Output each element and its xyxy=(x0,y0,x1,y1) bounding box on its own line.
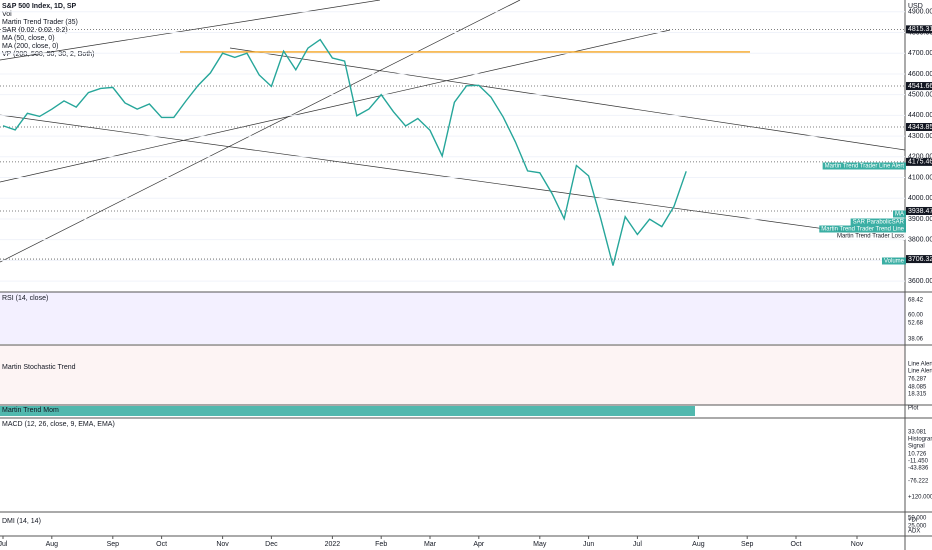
y-tick-label: 3900.000 xyxy=(908,216,932,223)
tag-background xyxy=(822,162,906,170)
panel-label: +DI xyxy=(908,518,918,524)
panel-label: Line Alert xyxy=(908,369,932,375)
panel-label: 76.287 xyxy=(908,377,927,383)
x-tick-label: Feb xyxy=(375,541,387,548)
x-tick-label: Sep xyxy=(741,541,754,548)
x-tick-label: Oct xyxy=(791,541,802,548)
tag-background xyxy=(881,257,906,265)
y-tick-label: 4900.000 xyxy=(908,9,932,16)
panel-label: 18.315 xyxy=(908,392,927,398)
x-tick-label: Jul xyxy=(633,541,642,548)
panel-label: Signal xyxy=(908,444,925,450)
panel-label: 50.000 xyxy=(908,516,927,522)
x-tick-label: 2022 xyxy=(325,541,341,548)
y-tick-label: 3600.000 xyxy=(908,278,932,285)
panel-label: +120.000 xyxy=(908,495,932,501)
y-tick-label: 4500.000 xyxy=(908,92,932,99)
y-tick-label: 4700.000 xyxy=(908,50,932,57)
indicator-legend: SAR (0.02, 0.02, 0.2) xyxy=(2,27,68,34)
price-tag xyxy=(906,206,932,215)
indicator-legend: MA (200, close, 0) xyxy=(2,43,58,50)
panel-label: ADX xyxy=(908,529,920,535)
x-tick-label: Aug xyxy=(46,541,59,548)
currency: USD xyxy=(908,3,923,10)
x-tick-label: Jun xyxy=(583,541,594,548)
panel-label: Line Alert xyxy=(908,362,932,368)
indicator-legend: VP (200, 500, 50, 30, 2, Both) xyxy=(2,51,95,58)
panel-label: 33.081 xyxy=(908,430,927,436)
panel-label: 48.085 xyxy=(908,385,927,391)
panel-title: Martin Stochastic Trend xyxy=(2,364,76,371)
x-tick-label: Apr xyxy=(473,541,485,548)
x-tick-label: Mar xyxy=(424,541,437,548)
price-tag xyxy=(906,157,932,166)
chart-title: S&P 500 Index, 1D, SP xyxy=(2,3,77,10)
panel-title: DMI (14, 14) xyxy=(2,518,41,525)
rsi-panel xyxy=(0,292,905,344)
price-level-label: 3706.322 xyxy=(908,256,932,263)
tag-background xyxy=(834,232,906,240)
panel-title: RSI (14, close) xyxy=(2,295,48,302)
panel-label: -11.450 xyxy=(908,459,929,465)
panel-label: 68.42 xyxy=(908,298,924,304)
y-tick-label: 4400.000 xyxy=(908,112,932,119)
indicator-tag: Martin Trend Trader Loss xyxy=(837,234,904,240)
panel-label: Plot xyxy=(908,406,919,412)
indicator-legend: MA (50, close, 0) xyxy=(2,35,55,42)
price-level-label: 4541.662 xyxy=(908,83,932,90)
y-tick-label: 4300.000 xyxy=(908,133,932,140)
y-tick-label: 4000.000 xyxy=(908,195,932,202)
price-tag xyxy=(906,123,932,132)
x-tick-label: Nov xyxy=(851,541,864,548)
trend-line xyxy=(0,0,381,61)
indicator-legend: Vol xyxy=(2,11,12,18)
y-tick-label: 4100.000 xyxy=(908,174,932,181)
panel-label: -43.836 xyxy=(908,466,929,472)
panel-label: 60.00 xyxy=(908,313,924,319)
price-level-label: 3938.471 xyxy=(908,208,932,215)
panel-label: 38.06 xyxy=(908,337,924,343)
y-tick-label: 3800.000 xyxy=(908,237,932,244)
y-tick-label: 4200.000 xyxy=(908,154,932,161)
panel-title: MACD (12, 26, close, 9, EMA, EMA) xyxy=(2,421,115,428)
panel-label: -76.222 xyxy=(908,479,929,485)
price-level-label: 4175.464 xyxy=(908,159,932,166)
tag-background xyxy=(850,218,906,226)
panel-title: Martin Trend Mom xyxy=(2,407,59,414)
price-tag xyxy=(906,255,932,264)
tag-background xyxy=(819,225,906,233)
x-tick-label: Dec xyxy=(265,541,278,548)
panel-label: 25.000 xyxy=(908,524,927,530)
x-tick-label: Jul xyxy=(0,541,8,548)
trend-line xyxy=(0,0,521,263)
indicator-tag: Volume xyxy=(884,259,905,265)
x-tick-label: Oct xyxy=(156,541,167,548)
tag-background xyxy=(893,210,906,218)
price-tag xyxy=(906,25,932,34)
momentum-strip xyxy=(0,406,695,416)
price-level-label: 4343.853 xyxy=(908,124,932,131)
indicator-legend: Martin Trend Trader (35) xyxy=(2,19,78,26)
stoch-panel xyxy=(0,345,905,405)
panel-label: 10.726 xyxy=(908,452,927,458)
price-tag xyxy=(906,82,932,91)
indicator-tag: MA xyxy=(895,212,904,218)
y-tick-label: 4600.000 xyxy=(908,71,932,78)
price-level-label: 4815.318 xyxy=(908,26,932,33)
panel-label: Histogram xyxy=(908,437,932,443)
x-tick-label: Sep xyxy=(107,541,120,548)
x-tick-label: May xyxy=(533,541,547,548)
x-tick-label: Nov xyxy=(216,541,229,548)
price-line xyxy=(2,38,687,266)
panel-label: 52.68 xyxy=(908,321,924,327)
indicator-tag: Martin Trend Trader Trend Line xyxy=(821,227,904,233)
trend-line xyxy=(229,47,906,151)
indicator-tag: SAR ParabolicSAR xyxy=(853,220,905,226)
indicator-tag: Martin Trend Trader Line Alert xyxy=(825,164,905,170)
x-tick-label: Aug xyxy=(692,541,705,548)
